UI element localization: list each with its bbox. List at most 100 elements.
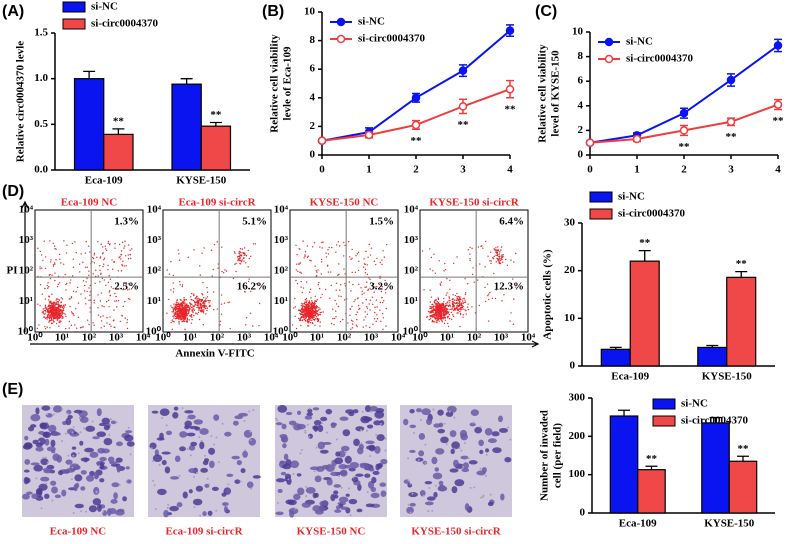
event-dot <box>53 312 55 315</box>
event-dot <box>65 283 67 286</box>
cell <box>234 415 244 420</box>
x-axis-label: Annexin V-FITC <box>175 348 254 360</box>
event-dot <box>442 304 445 307</box>
event-dot <box>453 305 455 308</box>
event-dot <box>300 286 302 288</box>
event-dot <box>462 314 465 316</box>
event-dot <box>186 321 188 323</box>
event-dot <box>85 281 87 283</box>
event-dot <box>439 303 441 305</box>
cell <box>281 423 287 430</box>
event-dot <box>56 301 58 303</box>
event-dot <box>182 300 184 303</box>
event-dot <box>249 312 252 315</box>
cell <box>28 426 35 432</box>
event-dot <box>495 261 497 263</box>
event-dot <box>107 299 110 302</box>
event-dot <box>484 286 486 289</box>
event-dot <box>438 313 441 316</box>
cell <box>421 408 431 416</box>
cell <box>39 422 48 429</box>
event-dot <box>203 247 205 249</box>
event-dot <box>242 252 244 254</box>
cell <box>157 488 167 496</box>
cell <box>223 505 228 513</box>
event-dot <box>181 285 183 288</box>
event-dot <box>441 320 443 323</box>
event-dot <box>44 307 47 309</box>
event-dot <box>122 260 124 263</box>
cell <box>190 441 198 447</box>
event-dot <box>72 258 74 260</box>
cell <box>188 444 196 451</box>
event-dot <box>481 245 483 247</box>
pore <box>161 417 164 420</box>
cell <box>290 460 300 469</box>
pore <box>407 503 410 506</box>
event-dot <box>82 326 84 328</box>
event-dot <box>501 300 503 302</box>
event-dot <box>433 305 435 307</box>
event-dot <box>188 307 191 309</box>
event-dot <box>439 315 441 318</box>
event-dot <box>337 274 339 277</box>
event-dot <box>59 258 61 261</box>
cell <box>409 409 415 414</box>
event-dot <box>308 316 310 319</box>
event-dot <box>510 312 512 314</box>
event-dot <box>458 300 461 302</box>
significance-label: ** <box>679 141 691 153</box>
cell <box>208 447 216 455</box>
event-dot <box>317 319 320 322</box>
event-dot <box>220 294 223 296</box>
event-dot <box>506 264 509 267</box>
cell <box>330 422 338 427</box>
event-dot <box>238 253 241 255</box>
event-dot <box>100 272 102 275</box>
event-dot <box>203 306 205 308</box>
cell <box>41 405 51 411</box>
significance-label: ** <box>736 258 748 270</box>
event-dot <box>45 308 48 310</box>
event-dot <box>332 317 334 320</box>
event-dot <box>54 309 56 312</box>
panel-label: (E) <box>2 381 23 398</box>
event-dot <box>104 248 107 250</box>
event-dot <box>222 272 225 274</box>
point <box>411 93 421 103</box>
event-dot <box>198 309 200 311</box>
event-dot <box>459 325 461 328</box>
cell <box>234 479 241 484</box>
pore <box>215 436 218 439</box>
event-dot <box>53 314 55 317</box>
event-dot <box>53 307 55 309</box>
event-dot <box>182 314 185 316</box>
event-dot <box>57 301 60 303</box>
event-dot <box>502 254 504 256</box>
event-dot <box>437 316 439 319</box>
y-tick-label: 10¹ <box>404 295 418 307</box>
event-dot <box>168 298 170 301</box>
event-dot <box>299 318 301 320</box>
event-dot <box>248 257 251 260</box>
cell <box>360 415 371 424</box>
event-dot <box>177 307 180 310</box>
cell <box>445 411 454 417</box>
cell <box>437 409 444 416</box>
event-dot <box>301 302 303 305</box>
event-dot <box>55 311 57 313</box>
event-dot <box>170 305 172 307</box>
error-bar <box>180 78 193 85</box>
cell <box>500 493 505 501</box>
event-dot <box>43 313 45 315</box>
event-dot <box>179 304 181 307</box>
event-dot <box>97 307 99 309</box>
event-dot <box>126 321 128 324</box>
event-dot <box>431 309 433 312</box>
event-dot <box>384 279 386 282</box>
cell <box>199 441 205 450</box>
event-dot <box>376 314 378 316</box>
cell <box>368 444 376 452</box>
quadrant-percent: 1.5% <box>369 216 394 228</box>
event-dot <box>320 261 323 263</box>
